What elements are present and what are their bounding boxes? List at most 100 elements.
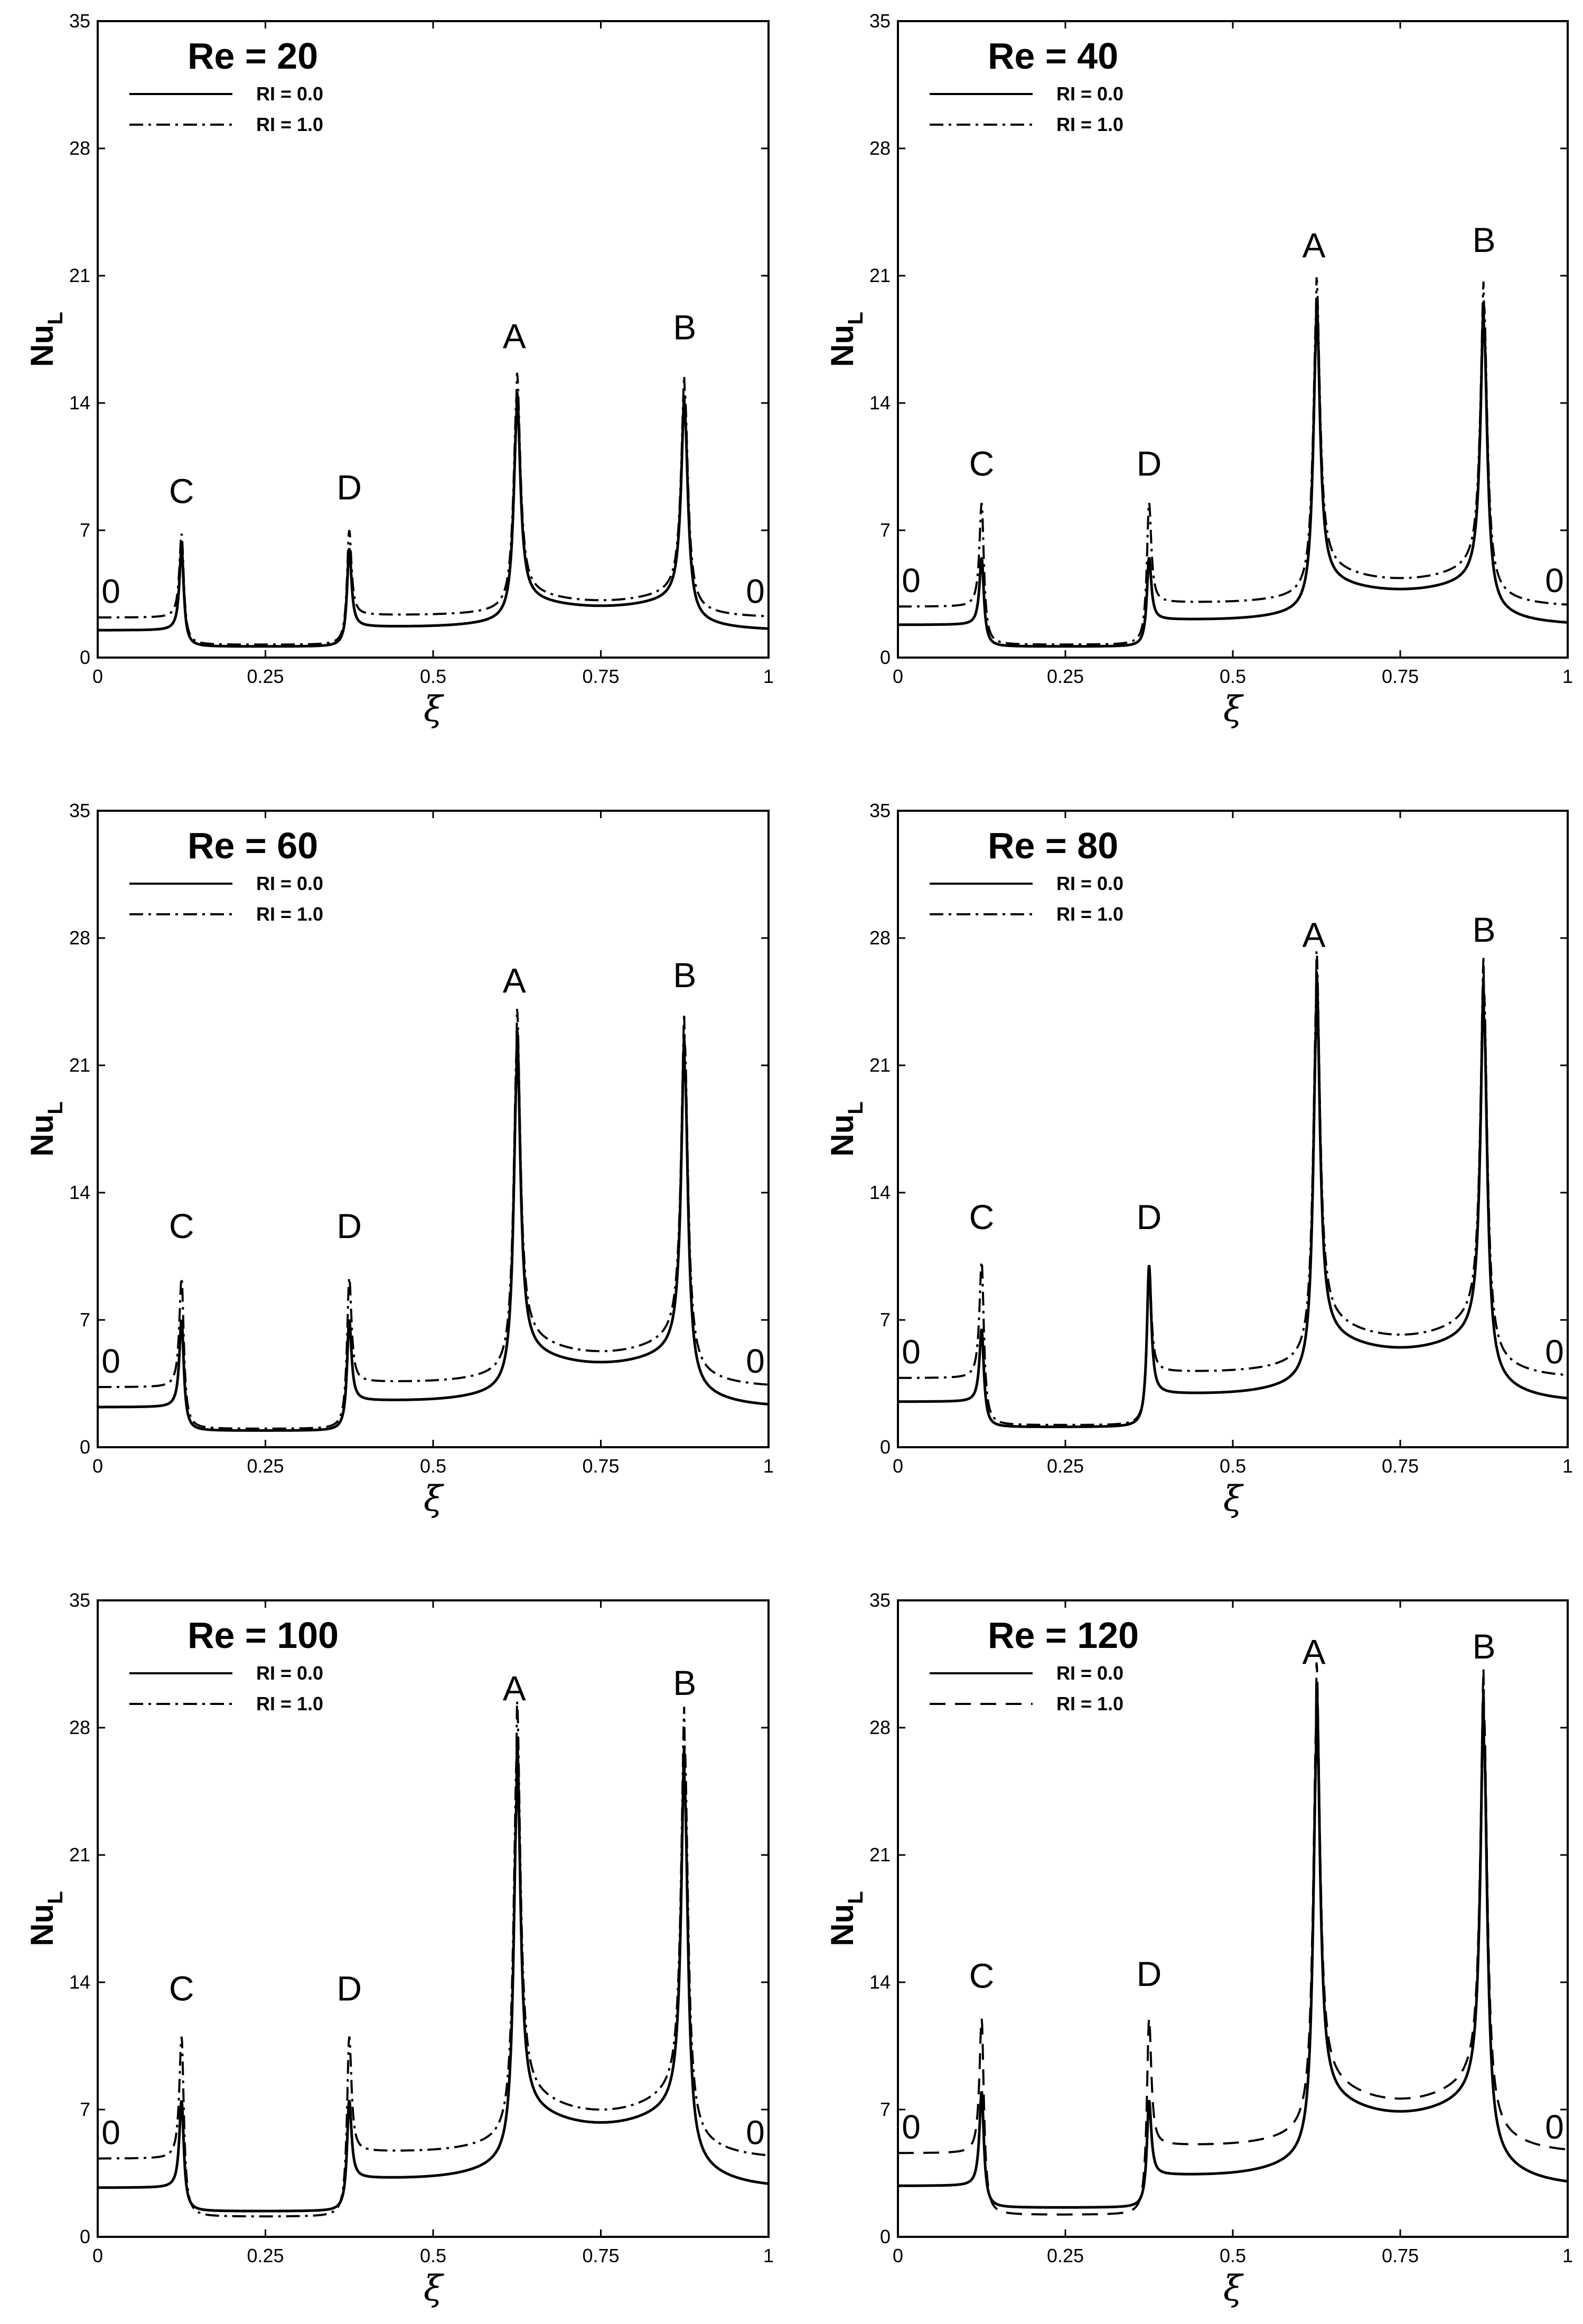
y-tick-label: 28: [869, 927, 891, 949]
y-tick-label: 28: [69, 927, 90, 949]
series-line: [98, 1701, 769, 2218]
edge-label-right: 0: [1545, 2108, 1564, 2146]
chart-title: Re = 120: [988, 1615, 1139, 1656]
y-tick-label: 14: [69, 1182, 90, 1203]
x-axis-label: ξ: [1223, 689, 1244, 729]
legend-label: RI = 1.0: [1056, 1693, 1123, 1714]
y-tick-label: 0: [80, 646, 90, 668]
y-axis-label: NuL: [825, 312, 867, 367]
edge-label-right: 0: [746, 1342, 765, 1380]
peak-label-A: A: [1302, 915, 1325, 954]
y-axis-label-sub: L: [844, 1891, 867, 1904]
edge-label-right: 0: [1545, 1333, 1564, 1371]
x-tick-label: 0.5: [420, 2245, 446, 2266]
y-axis-label-main: Nu: [825, 325, 860, 367]
y-axis-label: NuL: [825, 1891, 867, 1946]
x-tick-label: 1: [1562, 2245, 1573, 2266]
peak-label-B: B: [673, 308, 696, 347]
y-axis-label: NuL: [24, 312, 67, 367]
y-axis-label-sub: L: [844, 312, 867, 324]
legend-label: RI = 0.0: [1056, 873, 1123, 894]
peak-label-A: A: [503, 317, 526, 356]
y-axis-label-main: Nu: [24, 1114, 60, 1157]
series-line: [898, 297, 1568, 648]
peak-label-D: D: [336, 1969, 362, 2008]
x-tick-label: 0.5: [1220, 1455, 1246, 1477]
y-tick-label: 21: [69, 265, 90, 286]
peak-label-B: B: [673, 1663, 696, 1702]
peak-label-D: D: [336, 467, 362, 507]
y-tick-label: 21: [69, 1844, 90, 1866]
y-tick-label: 21: [869, 1844, 891, 1866]
legend-label: RI = 0.0: [1056, 83, 1123, 105]
y-tick-label: 21: [869, 265, 891, 286]
series-line: [98, 1008, 769, 1430]
y-axis-label-main: Nu: [24, 1904, 60, 1946]
y-tick-label: 7: [880, 519, 891, 541]
edge-label-right: 0: [746, 2113, 765, 2151]
x-tick-label: 0.5: [1220, 2245, 1246, 2266]
edge-label-left: 0: [902, 2108, 921, 2146]
chart-title: Re = 40: [988, 35, 1118, 77]
x-tick-label: 0.25: [1047, 666, 1084, 687]
y-axis-label-main: Nu: [825, 1904, 860, 1946]
series-line: [98, 1029, 769, 1432]
edge-label-right: 0: [746, 573, 765, 611]
x-tick-label: 0.75: [1382, 666, 1419, 687]
y-tick-label: 7: [80, 1309, 90, 1330]
x-tick-label: 0.5: [420, 1455, 446, 1477]
chart-title: Re = 80: [988, 825, 1118, 866]
chart-title: Re = 20: [188, 35, 318, 77]
x-tick-label: 0.25: [1047, 1455, 1084, 1477]
legend-label: RI = 0.0: [256, 83, 323, 105]
y-tick-label: 7: [80, 519, 90, 541]
x-tick-label: 0: [893, 2245, 903, 2266]
peak-label-A: A: [1302, 226, 1325, 265]
peak-label-D: D: [1137, 1197, 1162, 1236]
y-tick-label: 14: [69, 392, 90, 414]
y-tick-label: 0: [80, 1436, 90, 1458]
x-tick-label: 0.5: [420, 666, 446, 687]
plot-frame: [897, 810, 1569, 1448]
peak-label-D: D: [336, 1206, 362, 1245]
y-tick-label: 28: [869, 137, 891, 159]
peak-label-A: A: [503, 961, 526, 1000]
x-tick-label: 0.75: [1382, 1455, 1419, 1477]
legend-label: RI = 1.0: [1056, 114, 1123, 135]
series-line: [98, 1740, 769, 2213]
x-tick-label: 0.75: [1382, 2245, 1419, 2266]
x-tick-label: 0.5: [1220, 666, 1246, 687]
x-tick-label: 0.25: [247, 666, 284, 687]
y-tick-label: 35: [869, 800, 891, 821]
y-tick-label: 7: [80, 2098, 90, 2120]
x-tick-label: 1: [763, 1455, 774, 1477]
x-tick-label: 1: [763, 2245, 774, 2266]
peak-label-D: D: [1137, 1954, 1162, 1993]
chart-title: Re = 100: [188, 1615, 339, 1656]
edge-label-left: 0: [101, 573, 120, 611]
x-tick-label: 0: [893, 1455, 903, 1477]
plot-frame: [97, 810, 770, 1448]
y-tick-label: 21: [869, 1054, 891, 1076]
x-tick-label: 1: [1562, 1455, 1573, 1477]
series-line: [898, 951, 1568, 1426]
y-axis-label-sub: L: [44, 1891, 67, 1904]
y-tick-label: 35: [69, 800, 90, 821]
y-tick-label: 14: [869, 1182, 891, 1203]
y-tick-label: 7: [880, 2098, 891, 2120]
x-tick-label: 0: [92, 2245, 103, 2266]
y-tick-label: 21: [69, 1054, 90, 1076]
chart-title: Re = 60: [188, 825, 318, 866]
plot-frame: [97, 20, 770, 659]
x-tick-label: 0: [893, 666, 903, 687]
edge-label-left: 0: [902, 1333, 921, 1371]
y-axis-label-main: Nu: [825, 1114, 860, 1157]
peak-label-C: C: [969, 1956, 995, 1995]
series-line: [898, 1662, 1568, 2216]
x-axis-label: ξ: [1223, 1478, 1244, 1519]
